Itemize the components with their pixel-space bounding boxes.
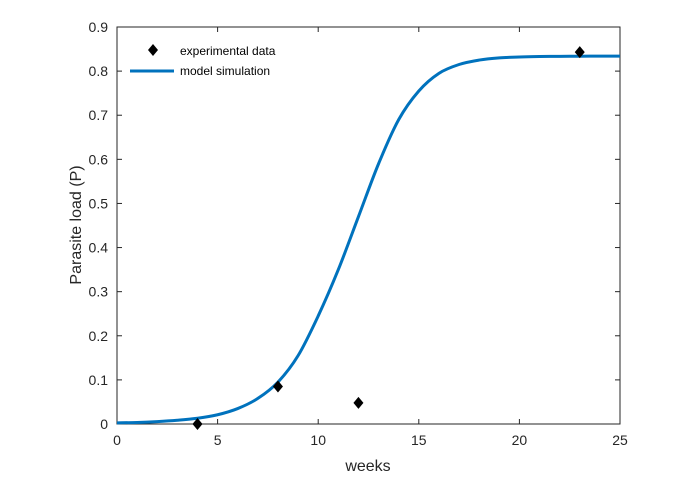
y-tick-label: 0.6 [89, 151, 109, 167]
y-tick-label: 0.4 [89, 240, 109, 256]
y-tick-label: 0.8 [89, 63, 109, 79]
axis-ticks: 0 5 10 15 20 25 0 0.1 0.2 0.3 0.4 0.5 0.6 0.7 0.8 0.9 [89, 19, 628, 448]
x-tick-label: 10 [310, 432, 326, 448]
legend: experimental data model simulation [130, 44, 276, 78]
x-axis-label: weeks [344, 458, 390, 475]
y-tick-label: 0.2 [89, 328, 109, 344]
legend-diamond-marker [148, 44, 158, 56]
y-tick-label: 0 [100, 416, 108, 432]
x-tick-label: 20 [512, 432, 528, 448]
experimental-data-point [272, 380, 283, 393]
model-simulation-line [116, 54, 621, 425]
x-tick-label: 5 [214, 432, 222, 448]
y-axis-label: Parasite load (P) [68, 165, 85, 284]
x-tick-label: 15 [411, 432, 427, 448]
series-layer [116, 46, 621, 430]
legend-label-model: model simulation [180, 64, 270, 78]
y-tick-label: 0.9 [89, 19, 109, 35]
x-tick-label: 25 [612, 432, 628, 448]
experimental-data-point [353, 396, 364, 409]
plot-area [116, 26, 621, 425]
axes-frame [116, 26, 621, 425]
x-tick-label: 0 [113, 432, 121, 448]
experimental-data-point [192, 418, 203, 430]
experimental-data-point [574, 46, 585, 59]
y-tick-label: 0.3 [89, 284, 109, 300]
y-tick-label: 0.7 [89, 107, 109, 123]
y-tick-label: 0.1 [89, 372, 109, 388]
legend-label-experimental: experimental data [180, 44, 276, 58]
y-tick-label: 0.5 [89, 195, 109, 211]
